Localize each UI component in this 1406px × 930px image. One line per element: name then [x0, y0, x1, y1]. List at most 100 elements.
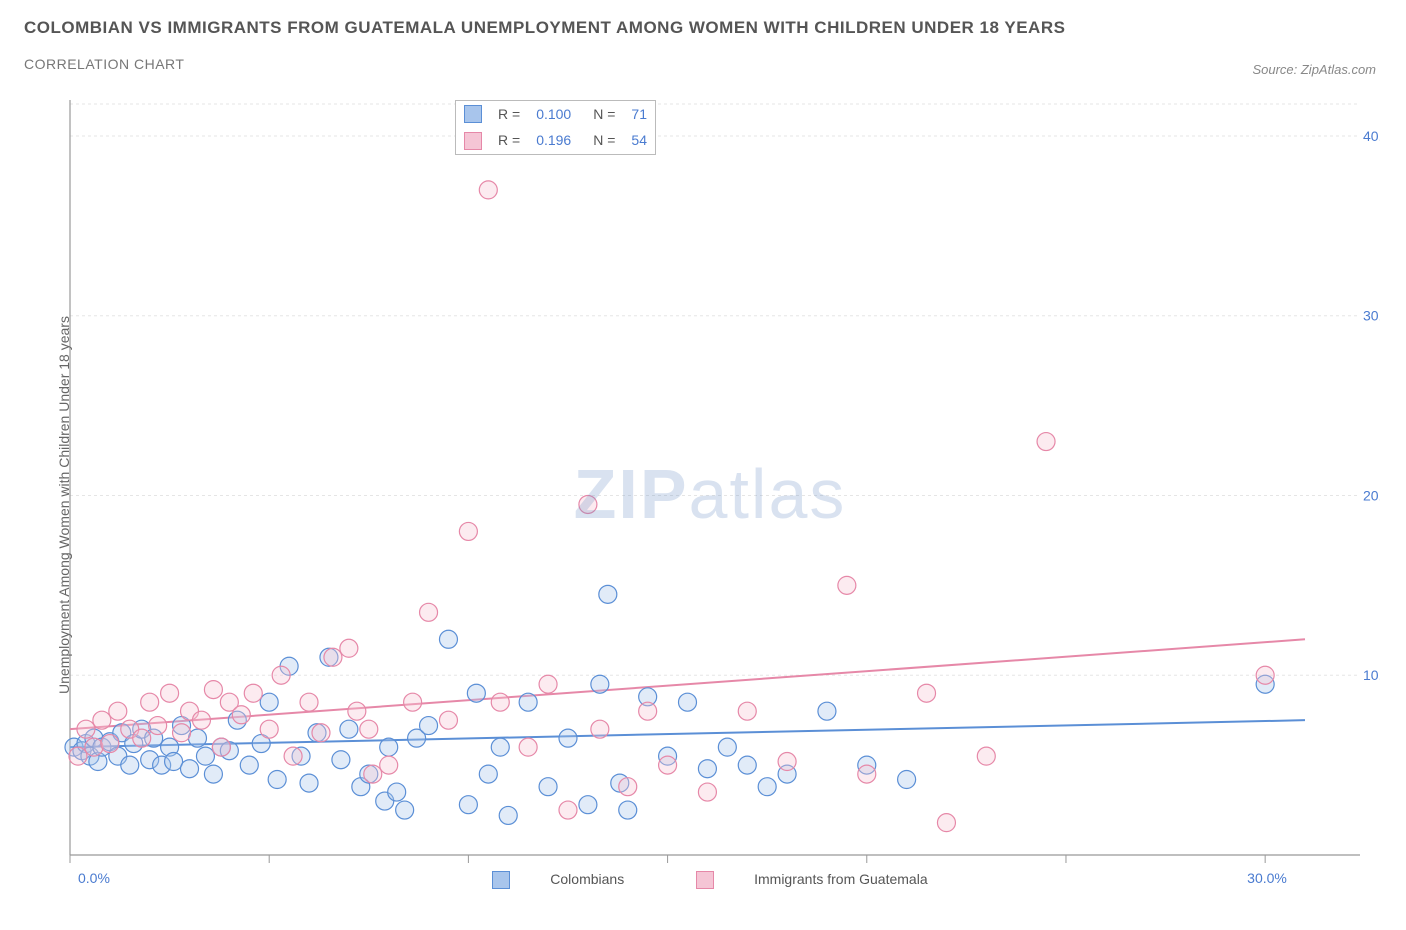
data-point [479, 181, 497, 199]
data-point [348, 702, 366, 720]
data-point [499, 806, 517, 824]
data-point [340, 639, 358, 657]
data-point [698, 760, 716, 778]
data-point [260, 693, 278, 711]
data-point [898, 771, 916, 789]
data-point [188, 729, 206, 747]
data-point [1256, 666, 1274, 684]
data-point [539, 778, 557, 796]
stats-R-label: R = [490, 101, 528, 127]
legend-swatch [464, 132, 482, 150]
data-point [93, 711, 111, 729]
data-point [459, 796, 477, 814]
data-point [300, 774, 318, 792]
data-point [141, 693, 159, 711]
stats-N-label: N = [579, 101, 623, 127]
data-point [272, 666, 290, 684]
data-point [1037, 433, 1055, 451]
data-point [738, 756, 756, 774]
data-point [380, 756, 398, 774]
y-tick-label: 20.0% [1363, 487, 1380, 503]
chart-container: Unemployment Among Women with Children U… [40, 95, 1380, 885]
y-tick-label: 30.0% [1363, 308, 1380, 324]
data-point [977, 747, 995, 765]
legend-swatch [492, 871, 510, 889]
data-point [738, 702, 756, 720]
data-point [232, 706, 250, 724]
data-point [101, 735, 119, 753]
data-point [260, 720, 278, 738]
y-tick-label: 10.0% [1363, 667, 1380, 683]
data-point [165, 753, 183, 771]
stats-R-value: 0.100 [528, 101, 579, 127]
data-point [838, 576, 856, 594]
data-point [181, 760, 199, 778]
data-point [268, 771, 286, 789]
data-point [364, 765, 382, 783]
stats-N-label: N = [579, 127, 623, 153]
scatter-chart: 10.0%20.0%30.0%40.0%0.0%30.0% [40, 95, 1380, 885]
data-point [519, 693, 537, 711]
stats-R-label: R = [490, 127, 528, 153]
data-point [204, 765, 222, 783]
data-point [439, 711, 457, 729]
data-point [619, 778, 637, 796]
data-point [340, 720, 358, 738]
data-point [591, 675, 609, 693]
data-point [420, 717, 438, 735]
data-point [491, 693, 509, 711]
data-point [818, 702, 836, 720]
data-point [559, 801, 577, 819]
data-point [639, 702, 657, 720]
data-point [778, 753, 796, 771]
stats-legend-box: R =0.100N =71 R =0.196N =54 [455, 100, 656, 155]
data-point [559, 729, 577, 747]
data-point [192, 711, 210, 729]
data-point [619, 801, 637, 819]
data-point [85, 738, 103, 756]
data-point [360, 720, 378, 738]
data-point [698, 783, 716, 801]
data-point [133, 729, 151, 747]
data-point [300, 693, 318, 711]
data-point [679, 693, 697, 711]
data-point [212, 738, 230, 756]
data-point [240, 756, 258, 774]
data-point [109, 702, 127, 720]
data-point [312, 724, 330, 742]
data-point [659, 756, 677, 774]
bottom-legend: Colombians Immigrants from Guatemala [40, 871, 1380, 889]
legend-label: Immigrants from Guatemala [754, 871, 928, 887]
source-label: Source: ZipAtlas.com [1252, 62, 1376, 77]
legend-swatch [696, 871, 714, 889]
data-point [858, 765, 876, 783]
data-point [77, 720, 95, 738]
data-point [324, 648, 342, 666]
data-point [332, 751, 350, 769]
data-point [439, 630, 457, 648]
data-point [758, 778, 776, 796]
legend-item: Colombians [474, 871, 642, 887]
data-point [718, 738, 736, 756]
data-point [579, 495, 597, 513]
data-point [467, 684, 485, 702]
data-point [539, 675, 557, 693]
data-point [519, 738, 537, 756]
data-point [204, 681, 222, 699]
data-point [599, 585, 617, 603]
data-point [579, 796, 597, 814]
data-point [479, 765, 497, 783]
stats-N-value: 54 [623, 127, 655, 153]
data-point [937, 814, 955, 832]
legend-swatch [464, 105, 482, 123]
data-point [491, 738, 509, 756]
stats-R-value: 0.196 [528, 127, 579, 153]
data-point [196, 747, 214, 765]
data-point [121, 756, 139, 774]
data-point [396, 801, 414, 819]
legend-item: Immigrants from Guatemala [678, 871, 945, 887]
data-point [173, 724, 191, 742]
stats-N-value: 71 [623, 101, 655, 127]
data-point [459, 522, 477, 540]
y-tick-label: 40.0% [1363, 128, 1380, 144]
